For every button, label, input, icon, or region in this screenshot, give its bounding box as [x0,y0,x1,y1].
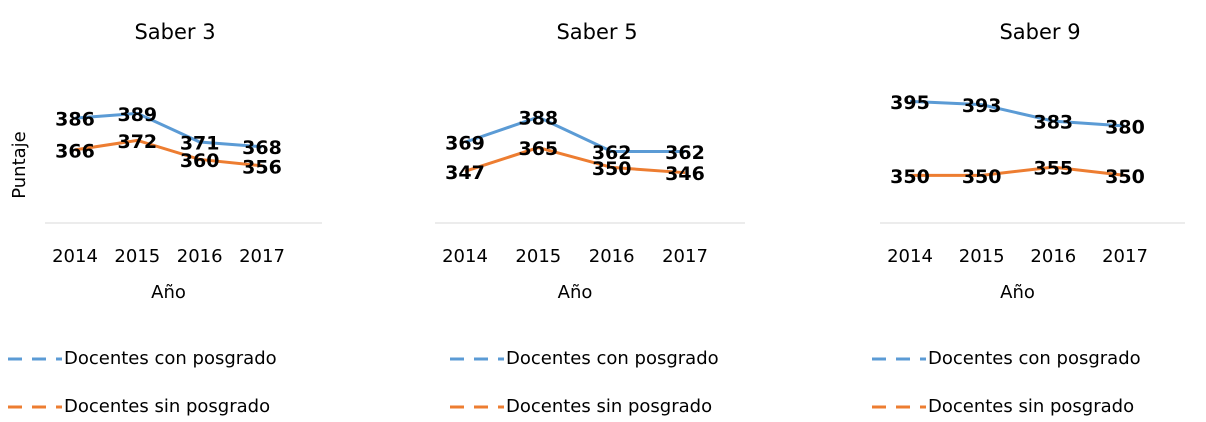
x-tick-label: 2015 [515,246,561,267]
data-label: 350 [1105,166,1145,188]
y-axis-label: Puntaje [9,131,30,199]
legend-label: Docentes con posgrado [64,348,277,369]
data-label: 380 [1105,117,1145,139]
series-line [464,115,685,153]
legend-label: Docentes sin posgrado [928,396,1134,417]
x-tick-label: 2017 [662,246,708,267]
x-tick-label: 2015 [114,246,160,267]
data-label: 368 [242,137,282,159]
data-label: 362 [665,142,705,164]
x-tick-label: 2017 [239,246,285,267]
x-tick-label: 2014 [887,246,933,267]
series-line [74,138,263,168]
data-label: 383 [1033,112,1073,134]
x-axis-label: Año [151,282,186,303]
x-tick-label: 2014 [52,246,98,267]
data-label: 369 [445,133,485,155]
data-label: 362 [592,142,632,164]
data-label: 350 [962,166,1002,188]
legend-label: Docentes sin posgrado [506,396,712,417]
data-label: 395 [890,92,930,114]
chart-title: Saber 5 [556,20,637,44]
data-label: 389 [117,104,157,126]
series-line [910,165,1126,177]
x-tick-label: 2017 [1102,246,1148,267]
data-label: 355 [1033,158,1073,180]
data-label: 393 [962,95,1002,117]
x-tick-label: 2015 [959,246,1005,267]
series-line [909,99,1126,128]
data-label: 365 [518,138,558,160]
x-tick-label: 2016 [1030,246,1076,267]
data-label: 372 [117,131,157,153]
legend-label: Docentes sin posgrado [64,396,270,417]
series-line [464,145,686,175]
data-label: 366 [55,140,95,162]
legend-label: Docentes con posgrado [928,348,1141,369]
data-label: 386 [55,109,95,131]
data-label: 347 [445,162,485,184]
x-tick-label: 2016 [177,246,223,267]
data-label: 371 [180,132,220,154]
data-label: 350 [592,158,632,180]
data-label: 350 [890,166,930,188]
chart-title: Saber 3 [134,20,215,44]
series-line [74,111,263,149]
x-tick-label: 2014 [442,246,488,267]
legend-label: Docentes con posgrado [506,348,719,369]
x-tick-label: 2016 [589,246,635,267]
x-axis-label: Año [558,282,593,303]
data-label: 356 [242,156,282,178]
x-axis-label: Año [1000,282,1035,303]
data-label: 388 [518,108,558,130]
chart-title: Saber 9 [999,20,1080,44]
data-label: 346 [665,163,705,185]
data-label: 360 [180,150,220,172]
